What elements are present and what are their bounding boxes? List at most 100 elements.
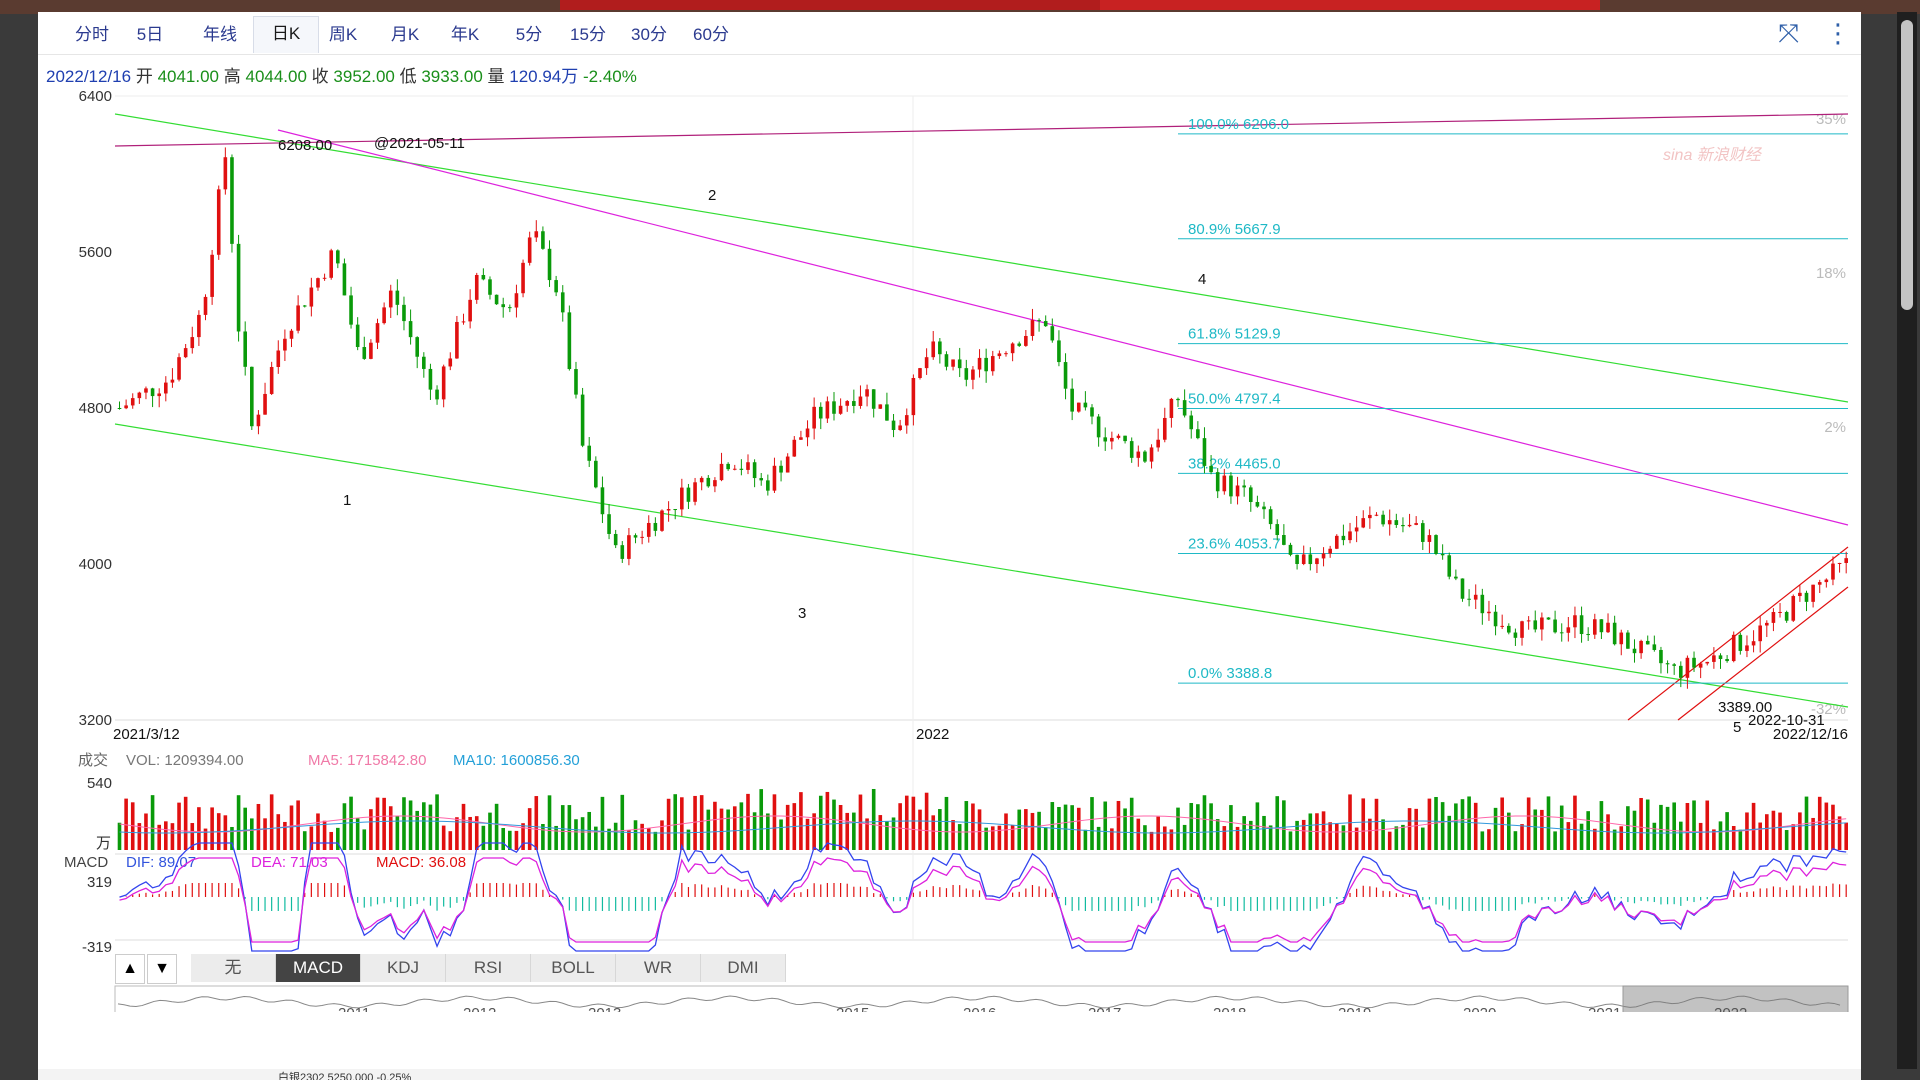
volume-bar [1268, 825, 1273, 850]
volume-bar [322, 820, 327, 850]
volume-bar [388, 806, 393, 850]
tab-4[interactable]: 周K [328, 25, 358, 44]
tab-2[interactable]: 年线 [203, 25, 237, 44]
volume-bar [1553, 831, 1557, 850]
candle-body [230, 157, 234, 244]
indicator-tab-boll[interactable]: BOLL [531, 954, 616, 982]
volume-bar [594, 826, 598, 850]
candle-body [1454, 576, 1458, 579]
high-value: 4044.00 [245, 67, 307, 86]
volume-bar [944, 796, 949, 850]
pct-tick-label: 35% [1816, 111, 1846, 128]
tab-0[interactable]: 分时 [75, 25, 109, 44]
volume-bar [236, 795, 241, 850]
candle-body [633, 535, 638, 538]
kline-chart[interactable]: 6400560048004000320035%18%2%-32%2021/3/1… [38, 12, 1861, 1012]
candle-body [1745, 645, 1749, 651]
indicator-tab-kdj[interactable]: KDJ [361, 954, 446, 982]
more-icon[interactable]: ⋮ [1825, 18, 1851, 48]
volume-bar [746, 793, 750, 850]
tab-1[interactable]: 5日 [136, 25, 164, 44]
volume-bar [931, 815, 936, 850]
high-price-label: 6208.00 [278, 137, 332, 154]
candle-body [1837, 562, 1842, 564]
candle-body [680, 487, 684, 510]
volume-bar [818, 795, 823, 850]
candle-body [468, 299, 472, 322]
candle-body [1414, 523, 1418, 525]
pct-tick-label: 2% [1824, 419, 1846, 436]
candle-body [1665, 663, 1670, 665]
scroll-down-button[interactable]: ▼ [147, 954, 177, 984]
volume-bar [852, 812, 856, 850]
volume-bar [1295, 820, 1299, 850]
candle-body [1718, 655, 1723, 660]
indicator-tab-无[interactable]: 无 [191, 954, 276, 982]
overview-selection [1622, 985, 1849, 1012]
fib-label: 100.0% 6206.0 [1188, 116, 1289, 133]
candle-body [1619, 632, 1624, 645]
indicator-tab-wr[interactable]: WR [616, 954, 701, 982]
volume-top-tick: 540 [87, 775, 112, 792]
candle-body [554, 280, 558, 293]
candle-body [1288, 544, 1293, 555]
volume-bar [124, 798, 128, 850]
y-tick-label: 5600 [79, 244, 112, 261]
volume-bar [719, 808, 724, 850]
change-value: -2.40% [582, 67, 637, 86]
tab-9[interactable]: 30分 [631, 25, 667, 44]
candle-body [455, 321, 459, 359]
tab-3[interactable]: 日K [253, 16, 319, 53]
tab-8[interactable]: 15分 [570, 25, 606, 44]
volume-bar [210, 807, 214, 850]
tab-5[interactable]: 月K [390, 25, 420, 44]
volume-bar [1420, 827, 1425, 850]
candle-body [1282, 535, 1286, 545]
scroll-up-button[interactable]: ▲ [115, 954, 145, 984]
candle-body [1645, 640, 1650, 645]
volume-bar [1579, 823, 1584, 850]
candle-body [620, 545, 625, 559]
candle-body [1692, 657, 1696, 668]
volume-bar [997, 825, 1002, 850]
candle-body [1579, 615, 1584, 635]
candle-body [686, 487, 691, 502]
tab-10[interactable]: 60分 [693, 25, 729, 44]
volume-bar [1407, 808, 1412, 850]
resistance-line [114, 113, 1849, 147]
indicator-tab-dmi[interactable]: DMI [701, 954, 786, 982]
volume-bar [309, 826, 314, 850]
candle-body [415, 337, 420, 357]
indicator-tab-rsi[interactable]: RSI [446, 954, 531, 982]
indicator-tab-macd[interactable]: MACD [276, 954, 361, 982]
x-label-mid: 2022 [916, 726, 949, 743]
volume-bar [395, 816, 400, 850]
candle-body [997, 353, 1002, 357]
candle-body [1116, 435, 1121, 438]
pct-tick-label: 18% [1816, 265, 1846, 282]
tab-6[interactable]: 年K [450, 25, 480, 44]
candle-body [1354, 527, 1359, 532]
candle-body [1592, 619, 1597, 635]
expand-icon[interactable]: ⤧ [1778, 18, 1799, 48]
volume-bar [904, 795, 909, 850]
volume-bar [1387, 831, 1392, 850]
volume-bar [1050, 802, 1055, 850]
tab-7[interactable]: 5分 [515, 25, 543, 44]
scrollbar-thumb[interactable] [1901, 20, 1913, 310]
candle-body [1705, 661, 1710, 664]
volume-bar [957, 824, 962, 850]
candle-body [276, 350, 281, 367]
candle-body [693, 482, 697, 502]
candle-body [1712, 655, 1716, 662]
volume-bar [1341, 825, 1346, 850]
volume-bar [660, 820, 664, 850]
volume-bar [726, 809, 730, 850]
candle-body [885, 404, 889, 421]
volume-bar [1176, 807, 1180, 850]
candle-body [216, 189, 221, 255]
candle-body [157, 393, 161, 397]
candle-body [1103, 437, 1108, 442]
volume-bar [223, 815, 228, 850]
candle-body [1824, 579, 1829, 583]
